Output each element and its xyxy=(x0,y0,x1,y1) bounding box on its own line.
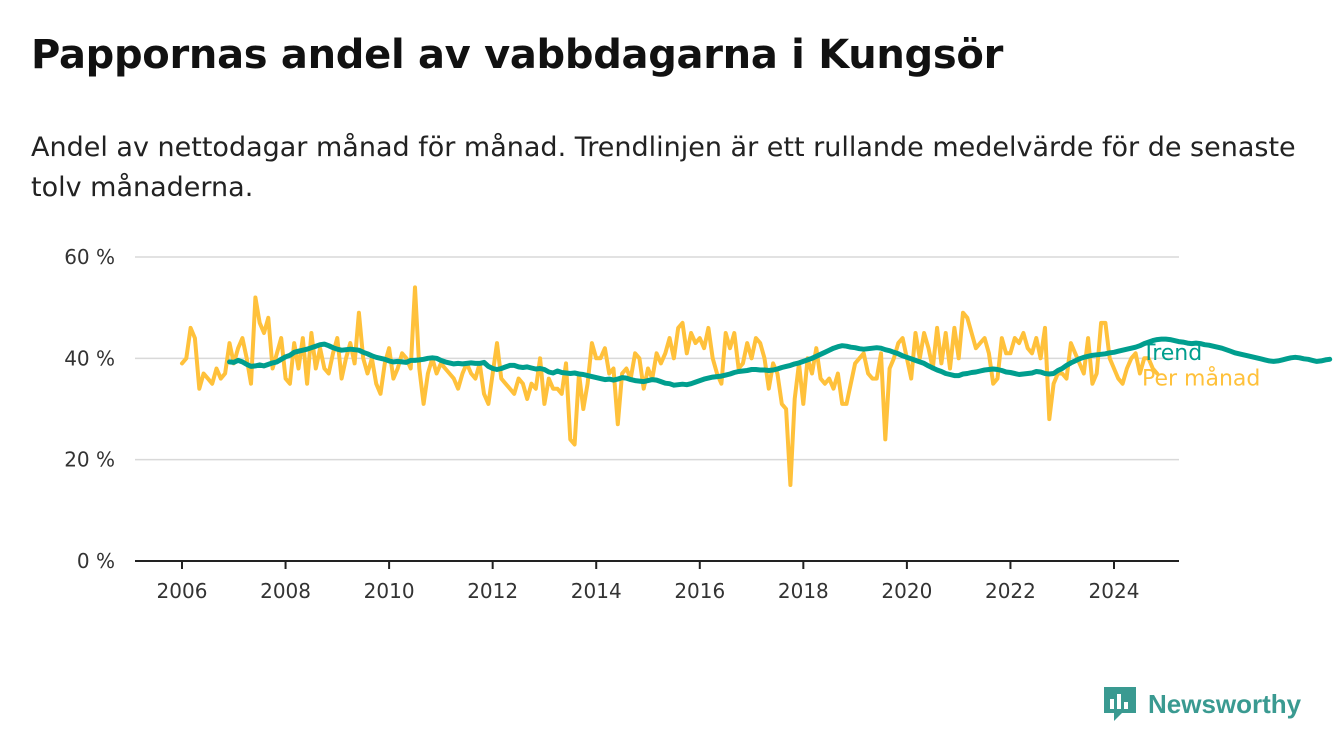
series-label-trend: Trend xyxy=(1141,341,1202,366)
series-line-monthly xyxy=(180,285,1160,487)
x-tick-label: 2010 xyxy=(364,579,415,603)
chart-subtitle: Andel av nettodagar månad för månad. Tre… xyxy=(31,132,1296,203)
series-label-monthly: Per månad xyxy=(1142,366,1260,392)
bar-chart-icon xyxy=(1104,687,1136,721)
x-tick-label: 2020 xyxy=(881,579,932,603)
brand-name: Newsworthy xyxy=(1148,688,1302,719)
x-tick-label: 2008 xyxy=(260,579,311,603)
y-tick-label: 60 % xyxy=(64,245,115,269)
y-axis-ticks: 0 % 20 % 40 % 60 % xyxy=(64,245,115,573)
x-tick-label: 2022 xyxy=(985,579,1036,603)
x-tick-label: 2014 xyxy=(571,579,622,603)
x-tick-label: 2012 xyxy=(467,579,518,603)
x-tick-label: 2024 xyxy=(1089,579,1140,603)
y-tick-label: 40 % xyxy=(64,346,115,370)
y-tick-label: 0 % xyxy=(77,549,115,573)
series-lines xyxy=(180,285,1333,487)
x-tick-label: 2016 xyxy=(674,579,725,603)
newsworthy-logo: Newsworthy xyxy=(1102,684,1301,724)
series-line-trend xyxy=(227,336,1333,388)
y-tick-label: 20 % xyxy=(64,448,115,472)
x-axis: 2006 2008 2010 2012 2014 2016 2018 2020 2022 2024 xyxy=(135,560,1179,603)
chart-title: Pappornas andel av vabbdagarna i Kungsör xyxy=(31,32,1004,78)
x-tick-label: 2018 xyxy=(778,579,829,603)
x-tick-label: 2006 xyxy=(157,579,208,603)
